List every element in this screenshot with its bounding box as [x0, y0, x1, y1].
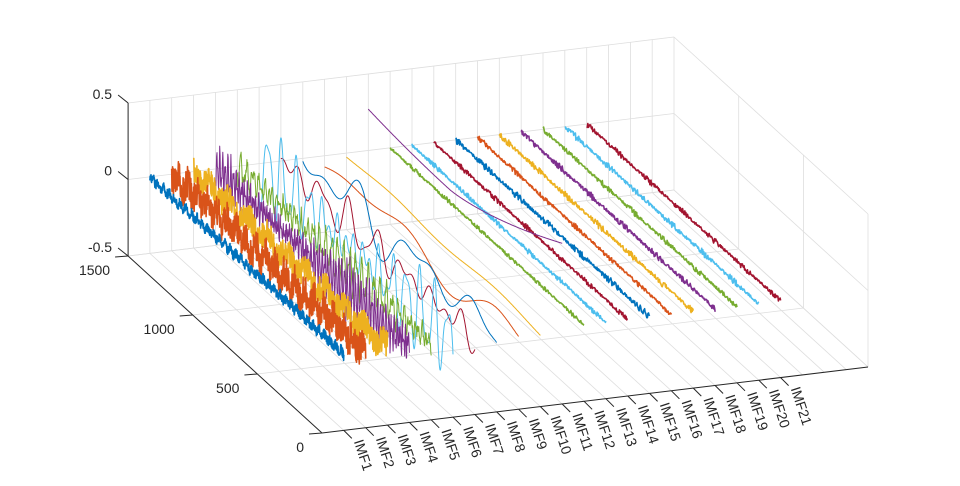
x-tick: [387, 424, 396, 434]
floor-gridline: [433, 218, 629, 397]
z-tick-label: 0.5: [93, 86, 113, 102]
side-wall-gridline: [673, 113, 869, 291]
series-line-imf8: [302, 161, 498, 343]
x-tick: [474, 414, 484, 423]
series-line-imf19: [542, 126, 738, 308]
floor-gridline: [368, 226, 563, 405]
series-line-imf3: [192, 157, 389, 357]
x-tick-label: IMF7: [482, 421, 507, 456]
floor-gridline: [171, 250, 366, 428]
y-tick: [179, 314, 193, 317]
floor-gridline: [477, 213, 672, 392]
floor-gridline: [608, 197, 803, 376]
series-line-imf16: [476, 135, 673, 315]
series-line-imf18: [520, 129, 716, 312]
series-line-imf11: [367, 108, 563, 244]
x-tick-label: IMF1: [351, 437, 376, 472]
x-tick: [649, 393, 658, 402]
x-tick: [518, 408, 527, 418]
z-tick: [117, 247, 129, 257]
x-tick: [540, 406, 549, 415]
floor-gridline: [455, 216, 650, 394]
series-line-imf10: [346, 156, 541, 336]
x-tick: [365, 427, 375, 437]
floor-gridline: [257, 307, 804, 375]
floor-gridline: [346, 229, 541, 407]
floor-gridline: [542, 205, 738, 384]
series-line-imf9: [324, 166, 519, 337]
y-axis-line: [127, 255, 323, 434]
x-tick-label: IMF5: [438, 427, 463, 462]
floor-gridline: [520, 208, 716, 386]
x-tick: [780, 377, 789, 386]
x-tick: [343, 430, 353, 439]
series-line-imf2: [170, 160, 367, 365]
y-tick: [308, 432, 323, 435]
series-line-imf13: [411, 143, 607, 324]
floor-gridline: [215, 245, 410, 423]
x-tick: [409, 422, 418, 431]
z-tick: [117, 171, 129, 180]
x-tick: [452, 416, 462, 426]
x-tick: [692, 387, 702, 397]
x-tick: [583, 400, 593, 410]
floor-gridline: [651, 192, 847, 370]
series-line-imf7: [280, 157, 476, 354]
series-line-imf15: [455, 137, 651, 319]
y-tick-label: 0: [296, 439, 304, 455]
x-tick: [605, 398, 615, 408]
x-tick: [496, 411, 506, 421]
side-wall-gridline: [673, 36, 869, 215]
axis-layer: [115, 94, 869, 439]
floor-gridline: [324, 231, 519, 410]
x-tick: [627, 395, 637, 405]
x-tick: [561, 403, 571, 413]
series-line-imf1: [149, 174, 345, 362]
x-tick: [736, 382, 746, 392]
x-axis-line: [321, 366, 869, 434]
series-line-imf17: [498, 132, 695, 314]
series-line-imf21: [586, 122, 782, 302]
series-layer: [149, 108, 782, 371]
y-tick: [244, 373, 258, 376]
floor-gridline: [193, 247, 388, 426]
floor-gridline: [586, 200, 781, 378]
x-tick: [430, 419, 440, 429]
x-tick-label: IMF2: [373, 435, 398, 470]
series-line-imf12: [389, 147, 585, 326]
z-tick: [117, 94, 129, 104]
y-tick-label: 1500: [79, 262, 110, 278]
x-tick-label: IMF9: [526, 416, 551, 451]
floor-gridline: [499, 210, 694, 389]
floor-gridline: [411, 221, 607, 399]
floor-gridline: [149, 253, 345, 431]
z-tick-label: 0: [104, 163, 112, 179]
x-tick: [714, 385, 724, 394]
back-wall-gridline: [128, 36, 675, 104]
floor-gridline: [389, 224, 585, 402]
y-tick: [115, 255, 129, 258]
back-wall-gridline: [128, 113, 675, 180]
y-tick-label: 1000: [144, 321, 175, 337]
x-tick-label: IMF8: [504, 419, 529, 454]
x-tick-label: IMF6: [460, 424, 485, 459]
x-tick-label: IMF3: [395, 432, 420, 467]
x-tick-label: IMF4: [417, 429, 442, 464]
y-tick-label: 500: [216, 380, 240, 396]
floor-gridline: [630, 195, 825, 373]
series-line-imf4: [214, 145, 410, 359]
series-line-imf14: [433, 141, 628, 321]
floor-gridline: [673, 189, 869, 368]
x-tick: [758, 379, 768, 389]
tick-labels: -0.5 0 0.5 0 500 1000 1500 IMF1IMF2IMF3IMF4IMF5…: [79, 86, 815, 473]
series-line-imf20: [564, 126, 760, 305]
floor-gridline: [564, 202, 760, 381]
z-tick-label: -0.5: [88, 239, 112, 255]
x-tick: [671, 390, 680, 400]
